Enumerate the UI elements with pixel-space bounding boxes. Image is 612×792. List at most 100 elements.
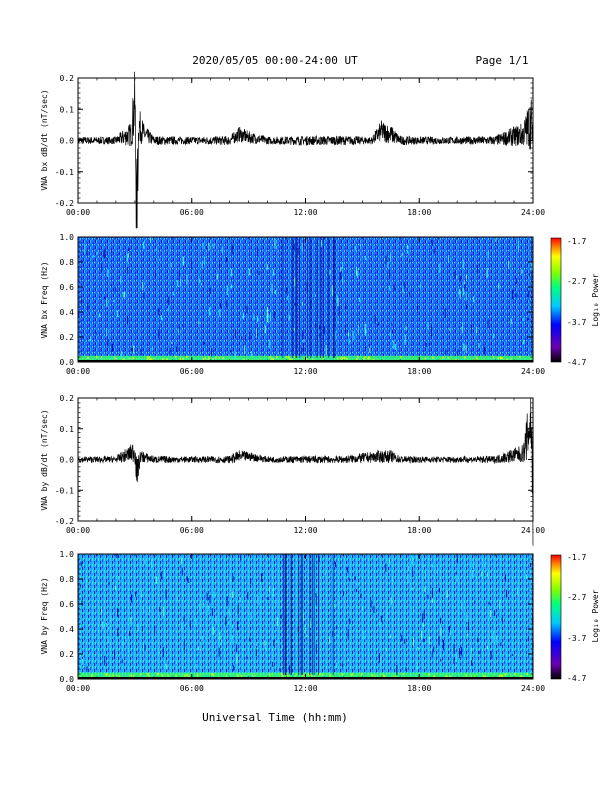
spectrogram-speckle — [169, 249, 171, 252]
spectrogram-speckle — [389, 269, 391, 279]
band-speckle — [286, 675, 289, 678]
spectrogram-speckle — [303, 339, 305, 343]
spectrogram-speckle — [213, 591, 215, 598]
spectrogram-speckle — [253, 314, 255, 320]
spectrogram-speckle — [428, 342, 430, 346]
spectrogram-speckle — [216, 273, 218, 280]
band-speckle — [352, 356, 355, 359]
spectrogram-speckle — [86, 250, 88, 255]
spectrogram-speckle — [90, 336, 92, 341]
spectrogram-speckle — [496, 635, 498, 643]
spectrogram-speckle — [325, 345, 327, 355]
spectrogram-speckle — [391, 323, 393, 327]
spectrogram-speckle — [315, 644, 317, 653]
y-ticks: 1.0 0.8 0.6 0.4 0.2 0.0 — [60, 550, 533, 684]
spectrogram-speckle — [387, 261, 389, 268]
spectrogram-speckle — [266, 342, 268, 346]
spectrogram-speckle — [250, 350, 252, 358]
spectrogram-speckle — [209, 616, 211, 620]
band-speckle — [368, 357, 370, 360]
spectrogram-speckle — [336, 662, 338, 668]
band-speckle — [476, 358, 478, 361]
band-speckle — [91, 674, 93, 677]
spectrogram-speckle — [309, 620, 311, 628]
spectrogram-speckle — [431, 651, 433, 657]
spectrogram-speckle — [455, 653, 457, 662]
spectrogram-speckle — [244, 345, 246, 354]
spectrogram-speckle — [126, 254, 128, 263]
band-speckle — [264, 358, 267, 361]
spectrogram-speckle — [80, 561, 82, 567]
colorbar-tick: -2.7 — [567, 277, 586, 286]
spectrogram-speckle — [481, 571, 483, 577]
spectrogram-speckle — [509, 658, 511, 662]
spectrogram-speckle — [200, 282, 202, 286]
band-speckle — [406, 356, 409, 359]
x-tick-label: 24:00 — [521, 208, 545, 217]
band-speckle — [123, 358, 125, 361]
spectrogram-speckle — [492, 630, 494, 634]
dark-column — [311, 554, 313, 675]
spectrogram-speckle — [108, 626, 110, 630]
band-speckle — [322, 357, 325, 360]
spectrogram-speckle — [401, 253, 403, 257]
spectrogram-speckle — [401, 635, 403, 642]
spectrogram-speckle — [465, 344, 467, 353]
spectrogram-speckle — [107, 269, 109, 277]
y-tick-label: 0.6 — [60, 600, 75, 609]
spectrogram-speckle — [117, 608, 119, 617]
spectrogram-speckle — [361, 606, 363, 611]
band-speckle — [210, 675, 212, 678]
spectrogram-speckle — [364, 323, 366, 334]
spectrogram-speckle — [195, 663, 197, 668]
x-tick-label: 00:00 — [66, 526, 90, 535]
spectrogram-speckle — [125, 637, 127, 642]
spectrogram-speckle — [301, 242, 303, 251]
spectrogram-speckle — [106, 298, 108, 307]
spectrogram-speckle — [415, 555, 417, 559]
spectrogram-speckle — [143, 241, 145, 249]
spectrogram-speckle — [373, 606, 375, 613]
y-tick-label: 0.8 — [60, 575, 75, 584]
spectrogram-speckle — [407, 574, 409, 584]
spectrogram-speckle — [294, 278, 296, 287]
band-speckle — [477, 675, 480, 678]
band-speckle — [521, 358, 523, 361]
band-speckle — [442, 356, 444, 359]
band-speckle — [148, 358, 151, 361]
band-speckle — [376, 674, 378, 677]
dark-column — [301, 554, 303, 675]
spectrogram-speckle — [135, 591, 137, 597]
spectrogram-speckle — [500, 642, 502, 646]
band-speckle — [336, 357, 339, 360]
spectrogram-speckle — [127, 253, 129, 258]
y-tick-label: 0.1 — [60, 425, 75, 434]
y-tick-label: -0.2 — [55, 199, 74, 208]
dark-column — [332, 554, 334, 675]
spectrogram-speckle — [99, 313, 101, 317]
band-speckle — [344, 357, 346, 360]
band-speckle — [424, 357, 427, 360]
spectrogram-speckle — [422, 613, 424, 623]
y-tick-label: 0.2 — [60, 394, 75, 403]
spectrogram-speckle — [490, 651, 492, 660]
band-speckle — [305, 357, 308, 360]
spectrogram-speckle — [423, 610, 425, 619]
spectrogram-speckle — [122, 641, 124, 646]
dark-column — [285, 554, 287, 675]
band-speckle — [99, 358, 101, 361]
x-tick-label: 24:00 — [521, 684, 545, 693]
spectrogram-speckle — [302, 330, 304, 340]
spectrogram-speckle — [164, 569, 166, 577]
spectrogram-speckle — [456, 555, 458, 564]
spectrogram-speckle — [459, 276, 461, 282]
spectrogram-speckle — [521, 269, 523, 274]
band-speckle — [313, 674, 315, 677]
spectrogram-speckle — [486, 645, 488, 650]
spectrogram-speckle — [424, 586, 426, 593]
band-speckle — [116, 674, 118, 677]
spectrogram-speckle — [404, 334, 406, 345]
spectrogram-speckle — [269, 313, 271, 322]
spectrogram-speckle — [314, 599, 316, 605]
y-tick-label: 0.4 — [60, 308, 75, 317]
